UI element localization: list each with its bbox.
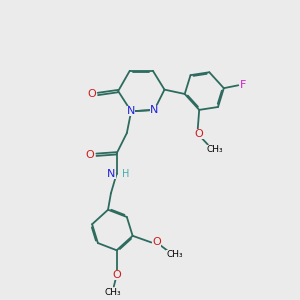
Text: CH₃: CH₃ (166, 250, 183, 259)
Text: N: N (107, 169, 116, 178)
Text: N: N (150, 105, 158, 115)
Text: O: O (112, 270, 121, 280)
Text: O: O (152, 238, 161, 248)
Text: F: F (240, 80, 247, 90)
Text: N: N (127, 106, 135, 116)
Text: O: O (88, 89, 97, 99)
Text: CH₃: CH₃ (105, 288, 122, 297)
Text: O: O (195, 129, 204, 139)
Text: O: O (86, 150, 94, 160)
Text: H: H (122, 169, 130, 178)
Text: CH₃: CH₃ (206, 145, 223, 154)
